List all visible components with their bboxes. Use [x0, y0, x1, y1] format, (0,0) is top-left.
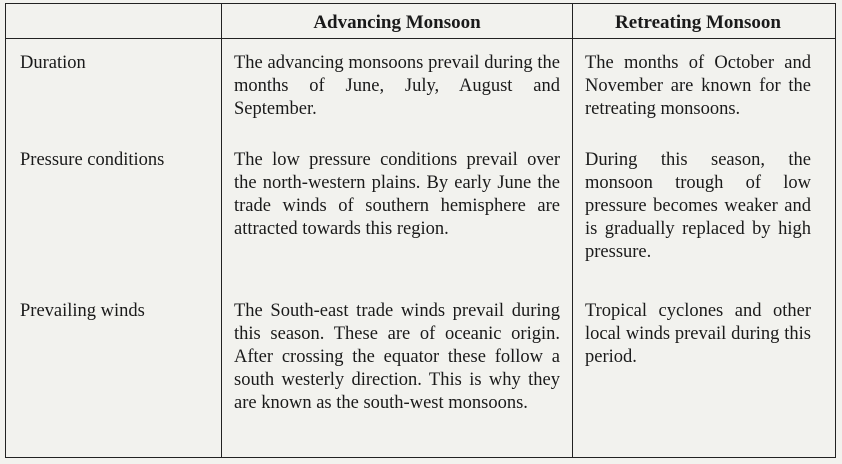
- cell-text: The advancing monsoons prevail during th…: [234, 53, 560, 119]
- cell-text: The low pressure conditions prevail over…: [234, 150, 560, 239]
- column-header: Retreating Monsoon: [615, 12, 781, 33]
- header-divider: [6, 38, 835, 39]
- cell-text: The months of October and November are k…: [585, 53, 811, 119]
- table: Advancing Monsoon Retreating Monsoon Durat…: [5, 3, 836, 458]
- column-header: Advancing Monsoon: [313, 12, 481, 33]
- row-label: Prevailing winds: [20, 301, 145, 321]
- row-label: Pressure conditions: [20, 150, 165, 170]
- cell-text: The South-east trade winds prevail durin…: [234, 301, 560, 413]
- column-divider: [572, 4, 573, 457]
- cell-text: Tropical cyclones and other local winds …: [585, 301, 811, 367]
- column-divider: [221, 4, 222, 457]
- cell-text: During this season, the monsoon trough o…: [585, 150, 811, 262]
- row-label: Duration: [20, 53, 86, 73]
